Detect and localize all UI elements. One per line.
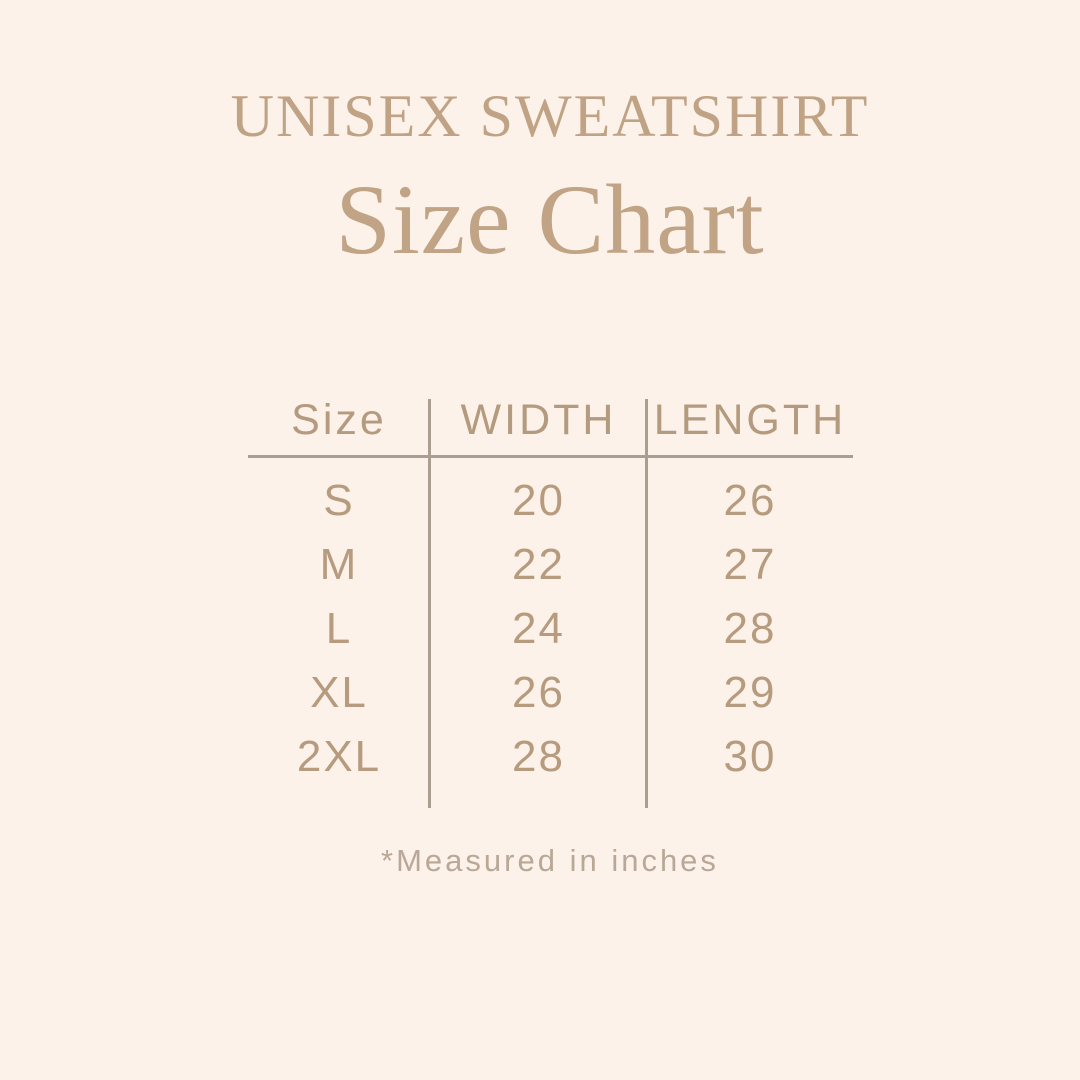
table-header-row: Size WIDTH LENGTH — [248, 385, 853, 455]
size-chart-page: UNISEX SWEATSHIRT Size Chart Size WIDTH … — [10, 0, 1080, 1080]
column-header-width: WIDTH — [460, 395, 617, 444]
length-value: 27 — [723, 540, 777, 589]
table-row: 2XL 28 30 — [248, 725, 853, 789]
column-divider-line — [645, 399, 648, 808]
page-title: Size Chart — [335, 164, 765, 275]
length-value: 26 — [723, 476, 777, 525]
size-label: M — [319, 540, 359, 589]
width-value: 26 — [512, 668, 565, 717]
product-name-heading: UNISEX SWEATSHIRT — [230, 83, 870, 149]
table-row: S 20 26 — [248, 469, 853, 533]
column-divider-line — [428, 399, 431, 808]
size-label: S — [323, 476, 355, 525]
width-value: 28 — [512, 732, 565, 781]
column-header-length: LENGTH — [653, 395, 847, 444]
table-row: XL 26 29 — [248, 661, 853, 725]
length-value: 30 — [723, 732, 777, 781]
table-row: L 24 28 — [248, 597, 853, 661]
size-table: Size WIDTH LENGTH S 20 26 M 22 27 L 24 2… — [248, 385, 853, 808]
column-header-size: Size — [291, 395, 387, 444]
size-label: 2XL — [296, 732, 382, 781]
size-label: L — [325, 604, 353, 653]
header-divider-line — [248, 455, 853, 458]
width-value: 20 — [512, 476, 565, 525]
width-value: 24 — [512, 604, 565, 653]
table-row: M 22 27 — [248, 533, 853, 597]
width-value: 22 — [512, 540, 565, 589]
measurement-footnote: *Measured in inches — [381, 843, 719, 878]
length-value: 29 — [723, 668, 777, 717]
length-value: 28 — [723, 604, 777, 653]
size-label: XL — [310, 668, 368, 717]
